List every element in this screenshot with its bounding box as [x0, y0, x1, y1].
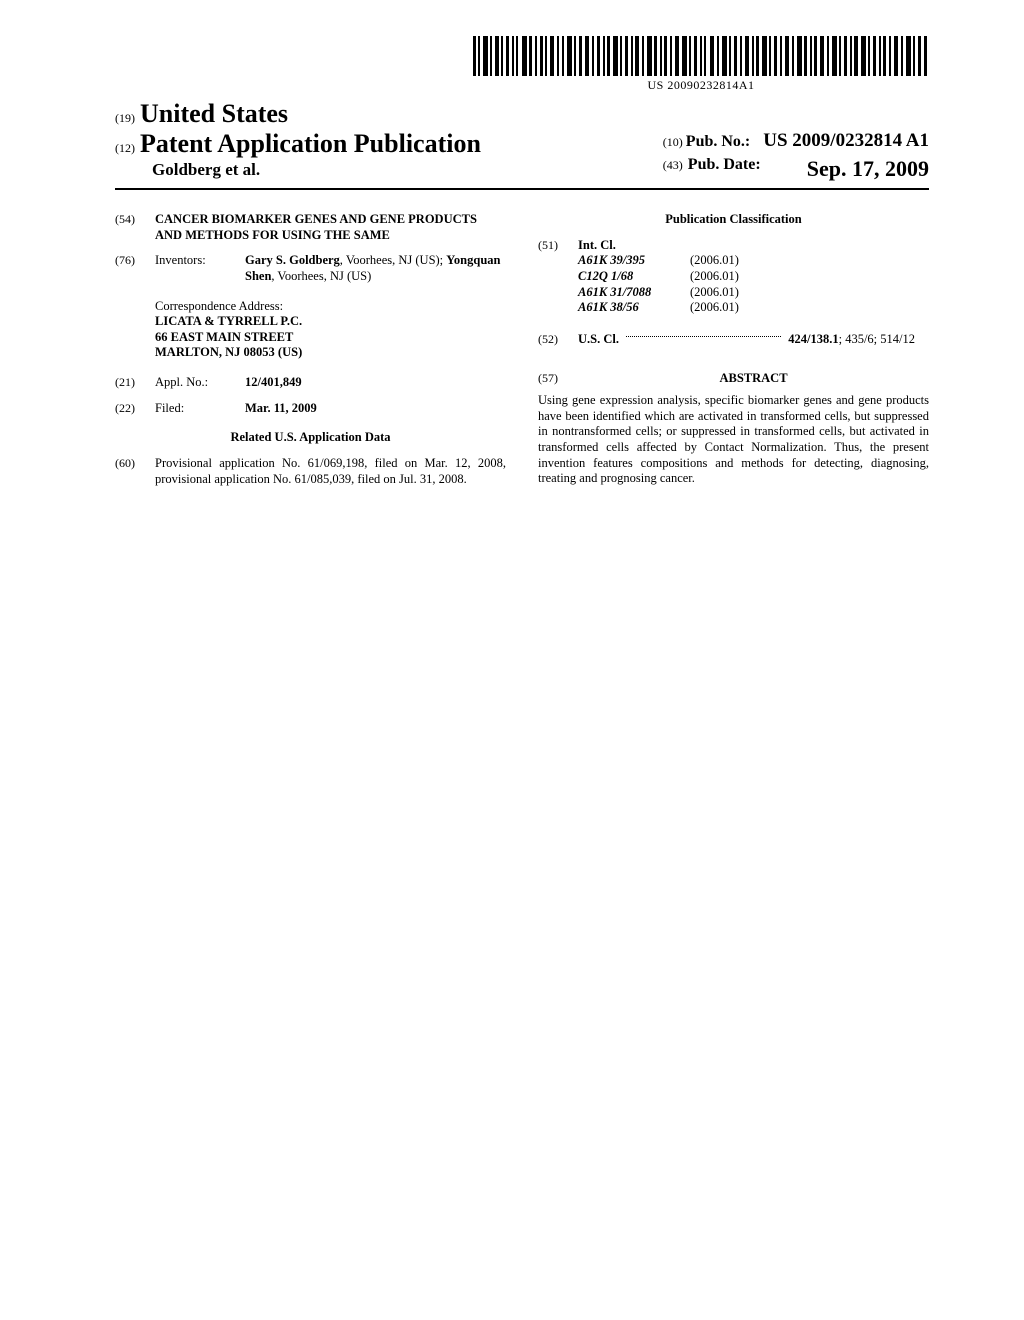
field-60: (60) Provisional application No. 61/069,…: [115, 456, 506, 487]
left-column: (54) CANCER BIOMARKER GENES AND GENE PRO…: [115, 212, 506, 497]
intcl-ver-0: (2006.01): [690, 253, 739, 269]
header-left: (19) United States (12) Patent Applicati…: [115, 99, 663, 180]
country-name: United States: [140, 99, 288, 128]
header-row: (19) United States (12) Patent Applicati…: [115, 99, 929, 190]
right-column: Publication Classification (51) Int. Cl.…: [538, 212, 929, 497]
intcl-ver-2: (2006.01): [690, 285, 739, 301]
publication-type: Patent Application Publication: [140, 129, 481, 158]
patent-page: US 20090232814A1 (19) United States (12)…: [0, 0, 1024, 1320]
field-10-num: (10): [663, 135, 683, 149]
field-21: (21) Appl. No.: 12/401,849: [115, 375, 506, 391]
correspondence-line-2: 66 EAST MAIN STREET: [155, 330, 506, 346]
uscl-label: U.S. Cl.: [578, 332, 619, 346]
pubno-label: Pub. No.:: [686, 133, 750, 150]
correspondence-line-3: MARLTON, NJ 08053 (US): [155, 345, 506, 361]
field-19-num: (19): [115, 111, 135, 125]
intcl-ver-3: (2006.01): [690, 300, 739, 316]
field-54: (54) CANCER BIOMARKER GENES AND GENE PRO…: [115, 212, 506, 243]
correspondence-line-1: LICATA & TYRRELL P.C.: [155, 314, 506, 330]
field-60-num: (60): [115, 456, 155, 487]
intcl-row-3: A61K 38/56 (2006.01): [578, 300, 929, 316]
header-right: (10) Pub. No.: US 2009/0232814 A1 (43) P…: [663, 99, 929, 182]
abstract-header: ABSTRACT: [578, 371, 929, 387]
inventors-label: Inventors:: [155, 253, 245, 284]
intcl-code-3: A61K 38/56: [578, 300, 690, 316]
uscl-content: U.S. Cl. 424/138.1; 435/6; 514/12: [578, 332, 929, 348]
field-22-num: (22): [115, 401, 155, 417]
abstract-text: Using gene expression analysis, specific…: [538, 393, 929, 487]
authors-header: Goldberg et al.: [152, 160, 663, 180]
intcl-code-1: C12Q 1/68: [578, 269, 690, 285]
intcl-ver-1: (2006.01): [690, 269, 739, 285]
barcode: US 20090232814A1: [473, 36, 929, 93]
field-51: (51) Int. Cl. A61K 39/395 (2006.01) C12Q…: [538, 238, 929, 316]
field-52-num: (52): [538, 332, 578, 348]
field-12-num: (12): [115, 141, 135, 155]
field-54-num: (54): [115, 212, 155, 243]
barcode-number: US 20090232814A1: [473, 78, 929, 93]
dot-leader-icon: [626, 336, 781, 337]
barcode-icon: [473, 36, 929, 76]
intcl-row-2: A61K 31/7088 (2006.01): [578, 285, 929, 301]
inventors-list: Gary S. Goldberg, Voorhees, NJ (US); Yon…: [245, 253, 506, 284]
provisional-text: Provisional application No. 61/069,198, …: [155, 456, 506, 487]
filed-label: Filed:: [155, 401, 245, 417]
filed-value: Mar. 11, 2009: [245, 401, 506, 417]
field-76-num: (76): [115, 253, 155, 284]
field-57-num: (57): [538, 371, 578, 387]
intcl-row-1: C12Q 1/68 (2006.01): [578, 269, 929, 285]
applno-label: Appl. No.:: [155, 375, 245, 391]
pubdate-label: Pub. Date:: [688, 156, 761, 173]
intcl-row-0: A61K 39/395 (2006.01): [578, 253, 929, 269]
field-22: (22) Filed: Mar. 11, 2009: [115, 401, 506, 417]
uscl-value-bold: 424/138.1: [788, 332, 838, 346]
intcl-code-0: A61K 39/395: [578, 253, 690, 269]
field-57: (57) ABSTRACT: [538, 371, 929, 387]
field-51-num: (51): [538, 238, 578, 316]
barcode-section: US 20090232814A1: [115, 36, 929, 93]
inventor-1-name: Gary S. Goldberg: [245, 253, 340, 267]
correspondence-block: Correspondence Address: LICATA & TYRRELL…: [155, 299, 506, 362]
applno-value: 12/401,849: [245, 375, 506, 391]
field-21-num: (21): [115, 375, 155, 391]
pubdate-value: Sep. 17, 2009: [807, 156, 929, 182]
field-43-num: (43): [663, 158, 683, 172]
field-76: (76) Inventors: Gary S. Goldberg, Voorhe…: [115, 253, 506, 284]
pubclass-header: Publication Classification: [538, 212, 929, 228]
related-header: Related U.S. Application Data: [115, 430, 506, 446]
field-52: (52) U.S. Cl. 424/138.1; 435/6; 514/12: [538, 332, 929, 348]
intcl-code-2: A61K 31/7088: [578, 285, 690, 301]
inventor-2-loc: , Voorhees, NJ (US): [271, 269, 371, 283]
invention-title: CANCER BIOMARKER GENES AND GENE PRODUCTS…: [155, 212, 506, 243]
uscl-value-rest: ; 435/6; 514/12: [839, 332, 915, 346]
pubno-value: US 2009/0232814 A1: [763, 130, 929, 151]
correspondence-label: Correspondence Address:: [155, 299, 506, 315]
inventor-1-loc: , Voorhees, NJ (US);: [340, 253, 446, 267]
body-columns: (54) CANCER BIOMARKER GENES AND GENE PRO…: [115, 212, 929, 497]
intcl-label: Int. Cl.: [578, 238, 929, 254]
